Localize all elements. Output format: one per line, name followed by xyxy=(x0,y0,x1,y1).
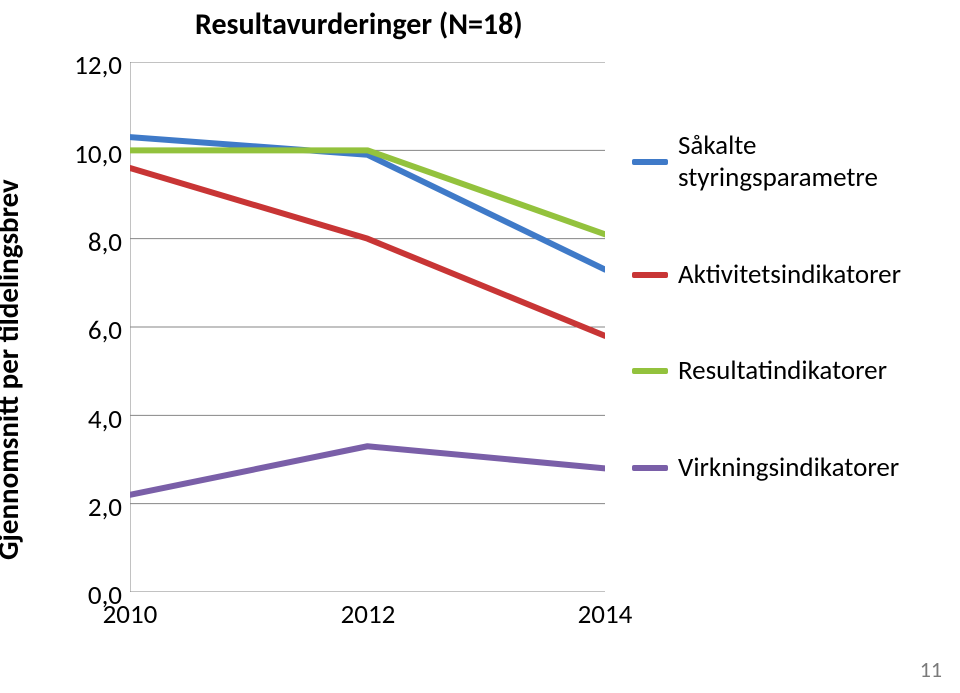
legend-item-aktivitet: Aktivitetsindikatorer xyxy=(632,259,952,291)
y-axis-label: Gjennomsnitt per tildelingsbrev xyxy=(0,179,26,560)
series-line-sakalte xyxy=(130,137,605,270)
legend-swatch-virkning xyxy=(632,465,668,471)
chart-svg xyxy=(130,62,605,592)
ytick-2: 2,0 xyxy=(72,491,122,524)
legend-label-resultat: Resultatindikatorer xyxy=(678,355,887,387)
legend: Såkalte styringsparametre Aktivitetsindi… xyxy=(632,130,952,518)
series-line-aktivitet xyxy=(130,168,605,336)
plot-area xyxy=(130,62,605,592)
xtick-2012: 2012 xyxy=(328,598,408,631)
legend-swatch-resultat xyxy=(632,368,668,374)
legend-item-resultat: Resultatindikatorer xyxy=(632,355,952,387)
ytick-10: 10,0 xyxy=(72,138,122,171)
ytick-12: 12,0 xyxy=(72,49,122,82)
legend-swatch-sakalte xyxy=(632,159,668,165)
chart-title: Resultavurderinger (N=18) xyxy=(195,6,523,43)
page-number: 11 xyxy=(920,656,942,683)
chart-page: Resultavurderinger (N=18) Gjennomsnitt p… xyxy=(0,0,960,693)
ytick-8: 8,0 xyxy=(72,226,122,259)
legend-label-sakalte: Såkalte styringsparametre xyxy=(678,130,952,195)
legend-swatch-aktivitet xyxy=(632,272,668,278)
legend-label-aktivitet: Aktivitetsindikatorer xyxy=(678,259,901,291)
series-line-virkning xyxy=(130,446,605,495)
legend-item-sakalte: Såkalte styringsparametre xyxy=(632,130,952,195)
ytick-6: 6,0 xyxy=(72,314,122,347)
legend-item-virkning: Virkningsindikatorer xyxy=(632,452,952,484)
xtick-2014: 2014 xyxy=(565,598,645,631)
xtick-2010: 2010 xyxy=(90,598,170,631)
legend-label-virkning: Virkningsindikatorer xyxy=(678,452,899,484)
ytick-4: 4,0 xyxy=(72,403,122,436)
